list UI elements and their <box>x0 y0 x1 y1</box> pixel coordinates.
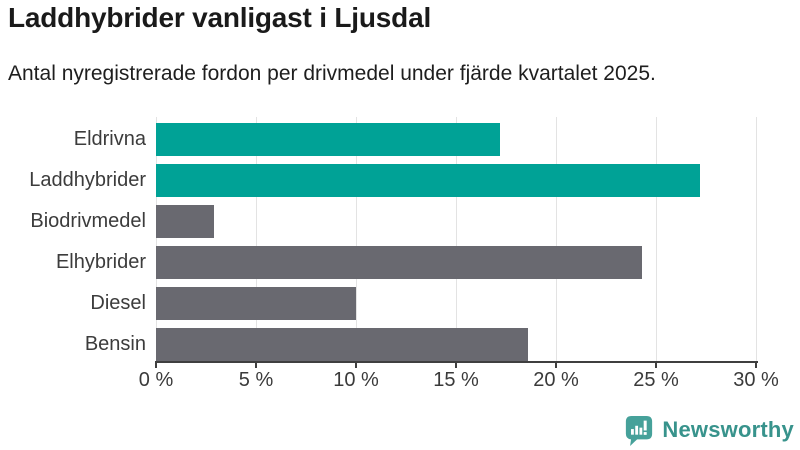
axis-tick-label: 15 % <box>433 369 479 391</box>
category-label: Bensin <box>84 333 146 355</box>
gridline <box>456 117 457 361</box>
category-label: Laddhybrider <box>29 169 146 191</box>
bar-diesel <box>156 287 356 320</box>
category-labels: Eldrivna Laddhybrider Biodrivmedel Elhybrid… <box>0 117 146 361</box>
newsworthy-logo-icon <box>626 415 653 446</box>
page-subtitle: Antal nyregistrerade fordon per drivmede… <box>8 62 656 85</box>
gridline <box>156 117 157 361</box>
bar-bensin <box>156 328 528 361</box>
axis-tick-label: 5 % <box>238 369 274 391</box>
category-label: Biodrivmedel <box>30 210 146 232</box>
axis-tick <box>255 363 257 368</box>
gridline <box>656 117 657 361</box>
bar-eldrivna <box>156 123 500 156</box>
gridline <box>556 117 557 361</box>
axis-tick-label: 20 % <box>533 369 579 391</box>
axis-tick-label: 10 % <box>333 369 379 391</box>
bar-laddhybrider <box>156 164 700 197</box>
axis-tick-label: 30 % <box>733 369 779 391</box>
category-label: Elhybrider <box>55 251 146 273</box>
x-axis-line <box>155 361 758 363</box>
bar-biodrivmedel <box>156 205 214 238</box>
gridline <box>256 117 257 361</box>
page-title: Laddhybrider vanligast i Ljusdal <box>8 2 432 33</box>
axis-tick <box>755 363 757 368</box>
gridline <box>756 117 757 361</box>
gridline <box>356 117 357 361</box>
bar-elhybrider <box>156 246 642 279</box>
plot-area <box>156 117 757 361</box>
category-label: Diesel <box>90 292 146 314</box>
axis-tick <box>355 363 357 368</box>
axis-tick <box>455 363 457 368</box>
axis-tick <box>555 363 557 368</box>
newsworthy-brand-text: Newsworthy <box>662 417 794 442</box>
newsworthy-logo: Newsworthy <box>624 414 794 446</box>
axis-tick <box>655 363 657 368</box>
axis-tick-label: 25 % <box>633 369 679 391</box>
axis-tick-label: 0 % <box>138 369 174 391</box>
axis-tick <box>155 363 157 368</box>
category-label: Eldrivna <box>73 128 146 150</box>
